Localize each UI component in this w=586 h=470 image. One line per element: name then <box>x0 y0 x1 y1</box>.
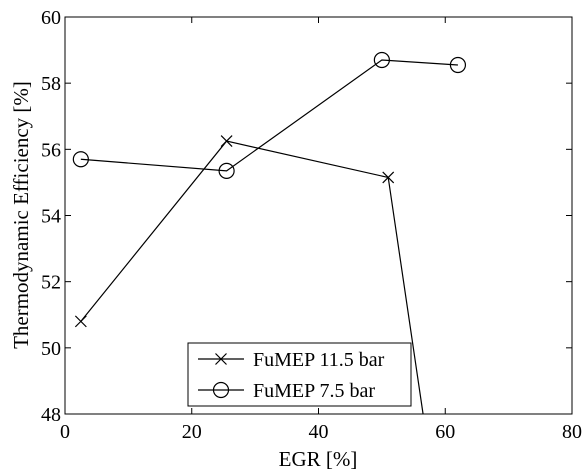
series-line <box>80 140 424 414</box>
data-point-marker <box>72 151 89 168</box>
legend-box <box>187 342 412 407</box>
data-point-marker <box>218 162 235 179</box>
data-point-marker <box>220 135 233 147</box>
y-tick-label: 60 <box>41 7 61 29</box>
x-tick-label: 80 <box>562 421 582 443</box>
legend-label: FuMEP 7.5 bar <box>253 380 375 402</box>
data-point-marker <box>449 56 467 74</box>
y-tick-label: 58 <box>41 73 61 95</box>
legend-item: FuMEP 11.5 bar <box>198 349 385 371</box>
y-tick-label: 56 <box>41 139 61 161</box>
x-axis-ticks: 0 20 40 60 80 <box>60 17 582 443</box>
legend: FuMEP 11.5 bar FuMEP 7.5 bar <box>187 342 412 407</box>
x-axis-label: EGR [%] <box>279 447 358 470</box>
x-tick-label: 20 <box>182 421 202 443</box>
y-tick-label: 48 <box>41 404 61 426</box>
series-1 <box>74 135 424 414</box>
x-tick-label: 0 <box>60 421 70 443</box>
data-point-marker <box>382 171 395 184</box>
y-tick-label: 50 <box>41 338 61 360</box>
y-tick-label: 52 <box>41 272 61 294</box>
x-tick-label: 60 <box>435 421 455 443</box>
legend-marker <box>212 381 230 399</box>
legend-item: FuMEP 7.5 bar <box>198 380 375 402</box>
data-point-marker <box>74 315 87 328</box>
series-line <box>80 59 458 172</box>
data-point-marker <box>373 51 390 69</box>
series-2 <box>72 51 467 179</box>
y-tick-label: 54 <box>41 206 61 228</box>
y-axis-label: Thermodynamic Efficiency [%] <box>9 81 33 349</box>
legend-marker <box>215 353 227 365</box>
series-layer <box>72 51 467 414</box>
y-axis-ticks: 48 50 52 54 56 58 60 <box>41 7 572 426</box>
x-tick-label: 40 <box>309 421 329 443</box>
legend-label: FuMEP 11.5 bar <box>253 349 385 371</box>
